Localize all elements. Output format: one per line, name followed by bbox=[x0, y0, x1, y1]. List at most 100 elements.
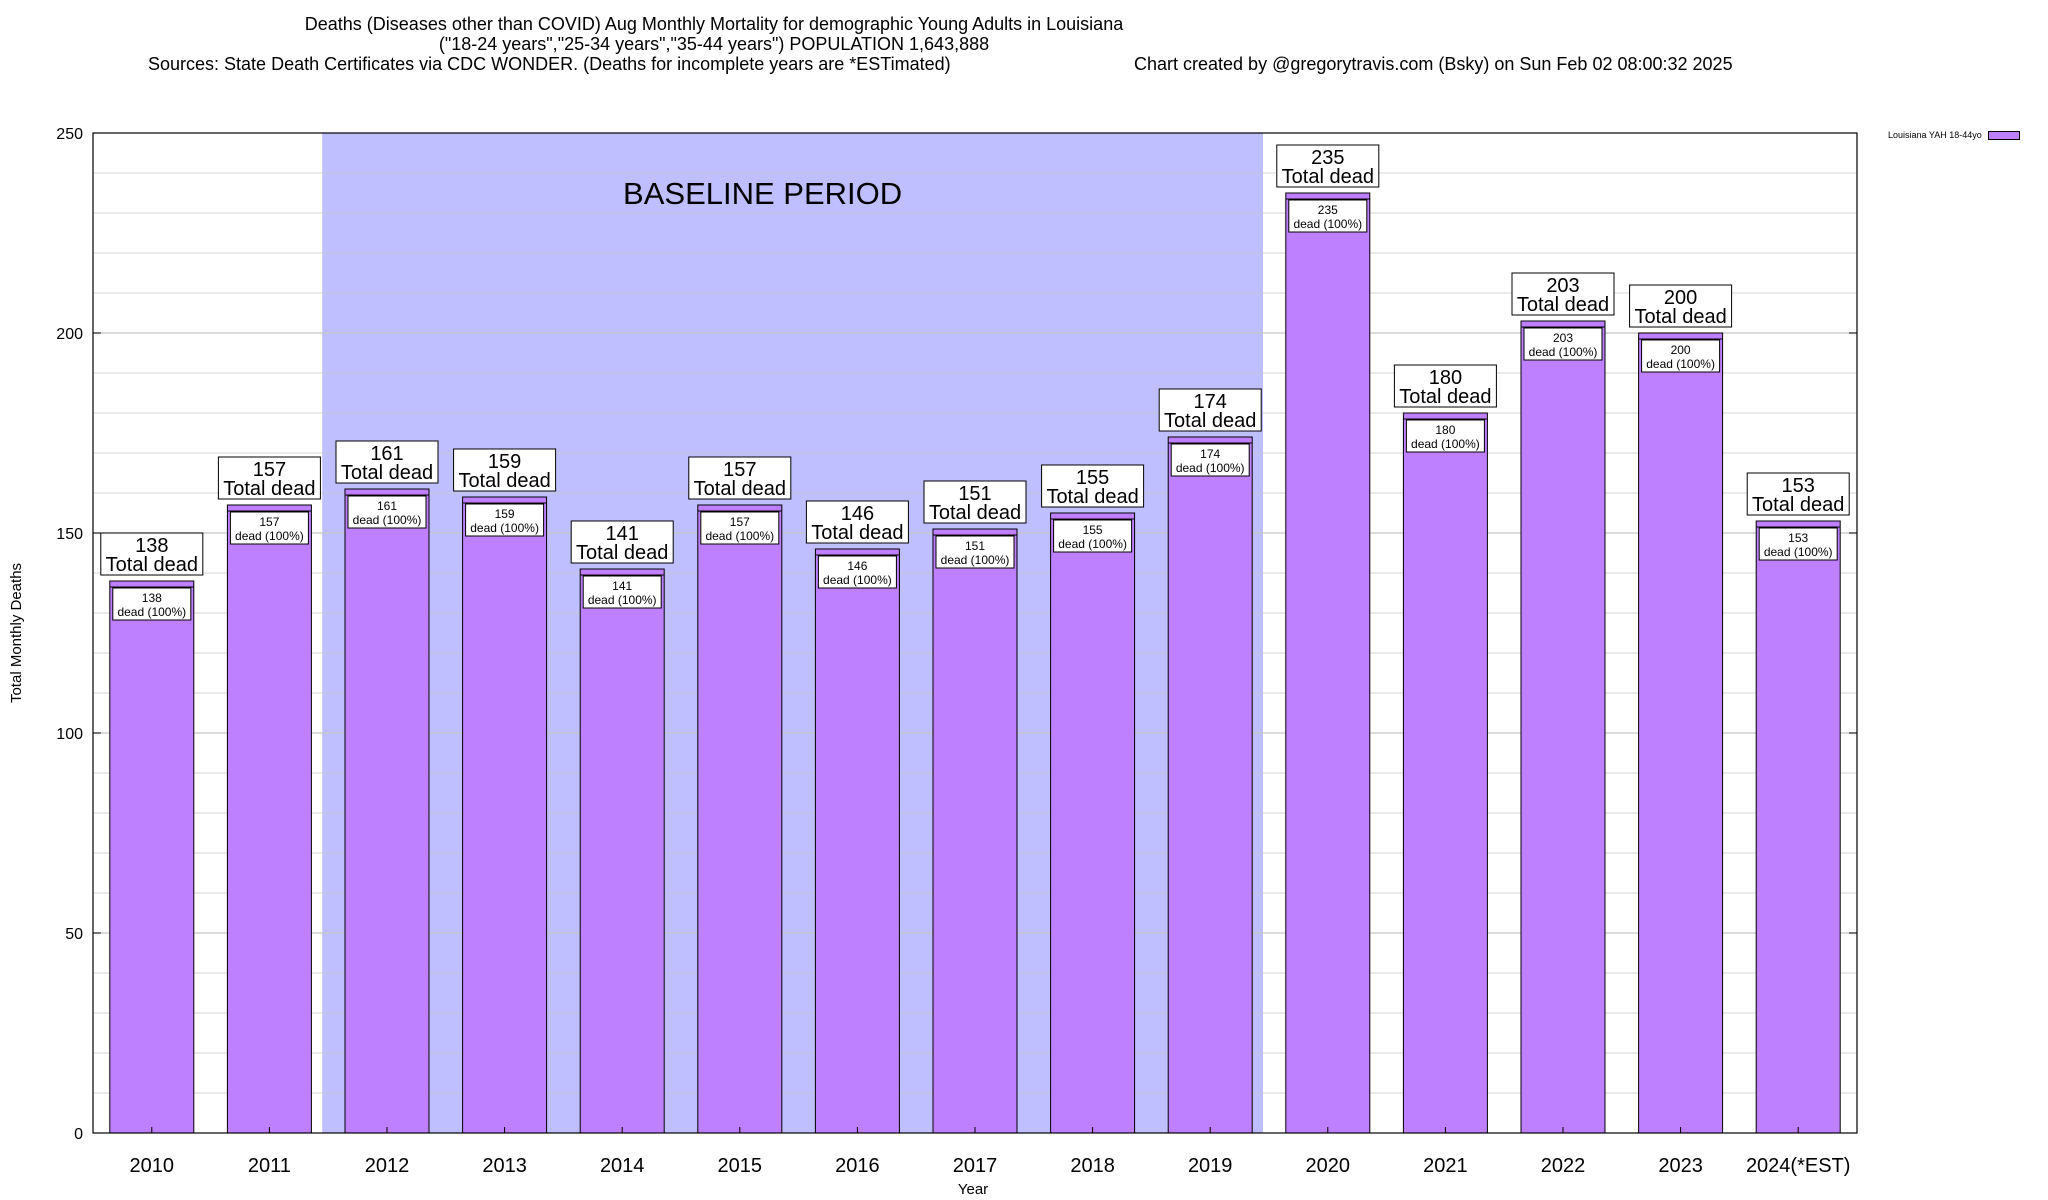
inner-label-box bbox=[1053, 519, 1133, 553]
total-dead-label: Total dead bbox=[1517, 294, 1609, 316]
bar-2022 bbox=[1520, 320, 1606, 1134]
bar-2011 bbox=[226, 504, 312, 1134]
total-label-box bbox=[453, 448, 557, 492]
total-dead-label: Total dead bbox=[341, 462, 433, 484]
bar-2024(*EST) bbox=[1755, 520, 1841, 1134]
inner-percent-label: dead (100%) bbox=[941, 553, 1010, 567]
baseline-period-label: BASELINE PERIOD bbox=[623, 176, 902, 211]
y-tick-label: 50 bbox=[65, 926, 83, 943]
total-dead-label: Total dead bbox=[576, 542, 668, 564]
inner-label-box bbox=[1758, 527, 1838, 561]
total-value-label: 159 bbox=[488, 451, 521, 473]
total-value-label: 235 bbox=[1311, 147, 1344, 169]
x-tick-label: 2021 bbox=[1423, 1155, 1468, 1177]
inner-label-box bbox=[112, 587, 192, 621]
inner-value-label: 180 bbox=[1435, 423, 1455, 437]
inner-percent-label: dead (100%) bbox=[1176, 461, 1245, 475]
y-tick-label: 100 bbox=[56, 726, 83, 743]
bar-2017 bbox=[932, 528, 1018, 1134]
x-tick-label: 2010 bbox=[130, 1155, 175, 1177]
x-tick-label: 2012 bbox=[365, 1155, 410, 1177]
total-value-label: 203 bbox=[1546, 275, 1579, 297]
total-value-label: 174 bbox=[1194, 391, 1227, 413]
total-value-label: 157 bbox=[723, 459, 756, 481]
total-value-label: 200 bbox=[1664, 287, 1697, 309]
total-value-label: 157 bbox=[253, 459, 286, 481]
total-label-box bbox=[1511, 272, 1615, 316]
total-value-label: 153 bbox=[1782, 475, 1815, 497]
legend: Louisiana YAH 18-44yo bbox=[1888, 130, 2020, 140]
inner-value-label: 138 bbox=[142, 591, 162, 605]
bar-2020 bbox=[1285, 192, 1371, 1134]
inner-value-label: 151 bbox=[965, 539, 985, 553]
total-label-box bbox=[335, 440, 439, 484]
plot-frame bbox=[92, 132, 1858, 1134]
bar-2016 bbox=[814, 548, 900, 1134]
x-tick-label: 2011 bbox=[248, 1155, 291, 1177]
total-value-label: 151 bbox=[958, 483, 991, 505]
inner-label-box bbox=[1523, 327, 1603, 361]
inner-value-label: 161 bbox=[377, 499, 397, 513]
total-label-box bbox=[688, 456, 792, 500]
bar-2014 bbox=[579, 568, 665, 1134]
x-tick-label: 2015 bbox=[718, 1155, 763, 1177]
inner-value-label: 174 bbox=[1200, 447, 1220, 461]
total-label-box bbox=[570, 520, 674, 564]
inner-percent-label: dead (100%) bbox=[1764, 545, 1833, 559]
inner-label-box bbox=[1405, 419, 1485, 453]
total-label-box bbox=[1041, 464, 1145, 508]
inner-value-label: 159 bbox=[495, 507, 515, 521]
total-label-box bbox=[1393, 364, 1497, 408]
inner-value-label: 146 bbox=[847, 559, 867, 573]
inner-value-label: 157 bbox=[730, 515, 750, 529]
inner-label-box bbox=[347, 495, 427, 529]
total-label-box bbox=[1746, 472, 1850, 516]
bar-2018 bbox=[1050, 512, 1136, 1134]
inner-percent-label: dead (100%) bbox=[823, 573, 892, 587]
inner-value-label: 200 bbox=[1671, 343, 1691, 357]
inner-label-box bbox=[700, 511, 780, 545]
bar-2012 bbox=[344, 488, 430, 1134]
inner-label-box bbox=[1288, 199, 1368, 233]
inner-label-box bbox=[465, 503, 545, 537]
total-label-box bbox=[923, 480, 1027, 524]
total-value-label: 180 bbox=[1429, 367, 1462, 389]
inner-percent-label: dead (100%) bbox=[235, 529, 304, 543]
bar-2010 bbox=[109, 580, 195, 1134]
total-dead-label: Total dead bbox=[1282, 166, 1374, 188]
bar-2013 bbox=[462, 496, 548, 1134]
y-tick-label: 250 bbox=[56, 126, 83, 143]
total-value-label: 146 bbox=[841, 503, 874, 525]
total-value-label: 141 bbox=[606, 523, 639, 545]
chart-sources: Sources: State Death Certificates via CD… bbox=[148, 54, 951, 74]
legend-swatch bbox=[1987, 130, 2020, 140]
inner-label-box bbox=[1641, 339, 1721, 373]
bar-2021 bbox=[1402, 412, 1488, 1134]
inner-value-label: 235 bbox=[1318, 203, 1338, 217]
inner-percent-label: dead (100%) bbox=[705, 529, 774, 543]
inner-percent-label: dead (100%) bbox=[353, 513, 422, 527]
inner-value-label: 157 bbox=[259, 515, 279, 529]
x-tick-label: 2024(*EST) bbox=[1746, 1155, 1851, 1177]
total-label-box bbox=[217, 456, 321, 500]
total-dead-label: Total dead bbox=[1164, 410, 1256, 432]
x-axis-label: Year bbox=[958, 1181, 988, 1198]
inner-percent-label: dead (100%) bbox=[1293, 217, 1362, 231]
inner-percent-label: dead (100%) bbox=[1411, 437, 1480, 451]
total-value-label: 161 bbox=[370, 443, 403, 465]
inner-label-box bbox=[817, 555, 897, 589]
total-value-label: 138 bbox=[135, 535, 168, 557]
x-tick-label: 2023 bbox=[1658, 1155, 1703, 1177]
total-label-box bbox=[1629, 284, 1733, 328]
total-dead-label: Total dead bbox=[458, 470, 550, 492]
x-tick-label: 2022 bbox=[1541, 1155, 1586, 1177]
total-dead-label: Total dead bbox=[1634, 306, 1726, 328]
inner-value-label: 153 bbox=[1788, 531, 1808, 545]
x-tick-label: 2017 bbox=[953, 1155, 998, 1177]
total-label-box bbox=[1158, 388, 1262, 432]
x-tick-label: 2020 bbox=[1306, 1155, 1351, 1177]
total-dead-label: Total dead bbox=[1399, 386, 1491, 408]
y-tick-label: 200 bbox=[56, 326, 83, 343]
x-tick-label: 2016 bbox=[835, 1155, 880, 1177]
